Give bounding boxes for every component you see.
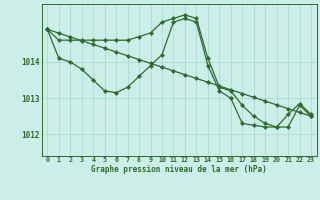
X-axis label: Graphe pression niveau de la mer (hPa): Graphe pression niveau de la mer (hPa)	[91, 165, 267, 174]
